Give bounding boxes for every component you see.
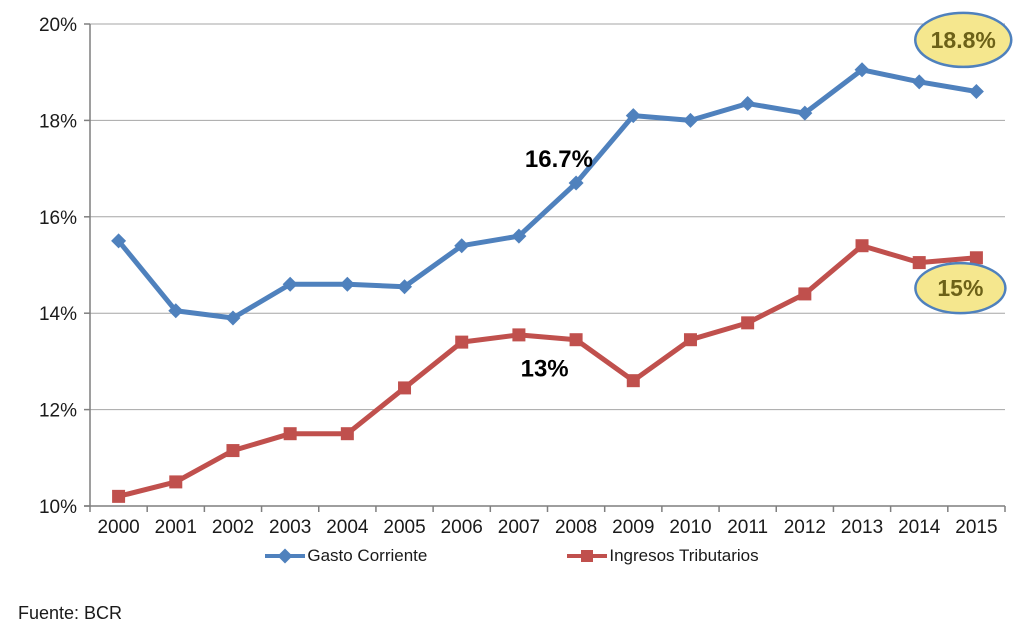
data-point-marker xyxy=(626,374,640,388)
series-line-1 xyxy=(116,243,979,499)
x-axis-label: 2012 xyxy=(784,517,826,538)
data-point-marker xyxy=(511,228,527,244)
y-axis-label: 16% xyxy=(39,208,77,229)
data-point-marker xyxy=(682,112,698,128)
data-point-marker xyxy=(968,83,984,99)
gasto-corriente-legend-marker-icon xyxy=(265,548,306,564)
annotation-label: 16.7% xyxy=(525,146,593,173)
x-axis-label: 2014 xyxy=(898,517,941,538)
chart-canvas: 10% 12% 14% 16% 18% 20% 2000 2001 2002 2003 2004 20… xyxy=(39,11,1013,538)
data-point-marker xyxy=(339,276,355,292)
legend-item-ingresos-tributarios: Ingresos Tributarios xyxy=(567,546,759,566)
y-axis-label: 12% xyxy=(39,401,77,422)
data-point-marker xyxy=(797,105,813,121)
legend-item-gasto-corriente: Gasto Corriente xyxy=(265,546,427,566)
series-line-0 xyxy=(116,67,979,321)
x-axis-label: 2003 xyxy=(269,517,311,538)
ingresos-tributarios-legend-marker-icon xyxy=(567,550,608,562)
x-axis-label: 2000 xyxy=(97,517,139,538)
x-axis-label: 2013 xyxy=(841,517,883,538)
x-axis-label: 2015 xyxy=(955,517,997,538)
x-axis-label: 2009 xyxy=(612,517,654,538)
data-point-marker xyxy=(854,62,870,78)
y-axis-label: 18% xyxy=(39,111,77,132)
callout-ellipse xyxy=(914,261,1007,315)
y-axis-label: 14% xyxy=(39,304,77,325)
data-point-marker xyxy=(225,310,241,326)
data-point-marker xyxy=(283,427,297,441)
data-point-marker xyxy=(912,256,926,270)
callout-label: 18.8% xyxy=(931,27,996,53)
data-point-marker xyxy=(454,238,470,254)
x-axis-label: 2004 xyxy=(326,517,369,538)
x-axis-label: 2010 xyxy=(669,517,711,538)
data-point-marker xyxy=(625,108,641,124)
data-point-marker xyxy=(112,489,126,503)
legend-label-ingresos-tributarios: Ingresos Tributarios xyxy=(609,546,759,565)
data-point-marker xyxy=(512,328,526,342)
source-note: Fuente: BCR xyxy=(18,603,123,623)
x-axis-label: 2007 xyxy=(498,517,540,538)
callout-label: 15% xyxy=(937,275,983,301)
data-point-marker xyxy=(855,239,869,253)
data-point-marker xyxy=(398,381,412,395)
x-axis-label: 2011 xyxy=(727,517,768,538)
data-point-marker xyxy=(569,333,583,347)
x-axis-label: 2002 xyxy=(212,517,254,538)
y-axis-label: 20% xyxy=(39,15,77,36)
data-point-marker xyxy=(683,333,697,347)
data-point-marker xyxy=(798,287,812,301)
data-point-marker xyxy=(911,74,927,90)
data-point-marker xyxy=(568,175,584,191)
data-point-marker xyxy=(169,475,183,489)
legend-label-gasto-corriente: Gasto Corriente xyxy=(307,546,428,565)
callout-ellipse xyxy=(914,11,1013,69)
data-point-marker xyxy=(741,316,755,330)
y-axis-label: 10% xyxy=(39,497,77,518)
data-point-marker xyxy=(397,279,413,295)
data-point-marker xyxy=(340,427,354,441)
data-point-marker xyxy=(455,335,469,349)
data-point-marker xyxy=(111,233,127,249)
x-axis-label: 2001 xyxy=(155,517,197,538)
chart-legend: Gasto Corriente Ingresos Tributarios xyxy=(0,546,1024,566)
annotation-label: 13% xyxy=(521,356,569,383)
data-point-marker xyxy=(168,303,184,319)
x-axis-label: 2008 xyxy=(555,517,597,538)
x-axis-label: 2006 xyxy=(441,517,483,538)
x-axis-label: 2005 xyxy=(383,517,425,538)
data-point-marker xyxy=(282,276,298,292)
data-point-marker xyxy=(226,444,240,458)
data-point-marker xyxy=(740,96,756,112)
data-point-marker xyxy=(969,251,983,265)
